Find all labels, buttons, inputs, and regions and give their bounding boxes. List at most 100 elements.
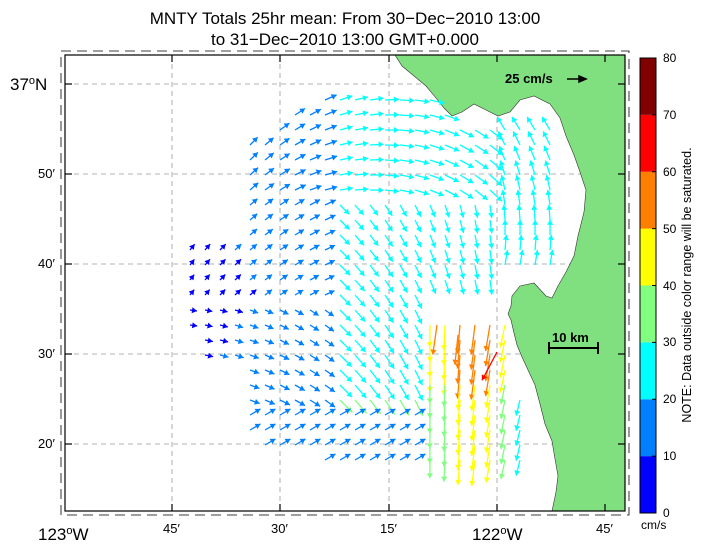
current-vector	[294, 169, 306, 176]
current-vector	[369, 111, 384, 117]
current-vector	[249, 338, 259, 345]
current-vector	[414, 264, 422, 279]
current-vector	[455, 459, 462, 486]
current-vector	[399, 264, 408, 278]
current-vector	[544, 174, 551, 191]
current-vector	[399, 438, 411, 446]
current-vector	[444, 144, 460, 152]
current-vector	[279, 408, 291, 416]
current-vector	[512, 131, 521, 146]
current-vector	[384, 234, 394, 247]
colorbar-tick-label: 20	[663, 392, 677, 407]
colorbar-segment	[640, 285, 656, 343]
current-vector	[354, 438, 366, 446]
current-vector	[474, 279, 480, 295]
lon-label-45-east: 45′	[596, 521, 613, 536]
current-vector	[264, 339, 275, 345]
current-vector	[444, 279, 451, 295]
current-vector	[264, 423, 276, 431]
current-vector	[429, 99, 445, 106]
current-vector	[369, 453, 381, 461]
current-vector	[499, 459, 506, 480]
current-vector	[339, 219, 350, 230]
current-vector	[279, 243, 289, 251]
current-vector	[414, 159, 430, 166]
current-vector	[531, 204, 538, 221]
current-vector	[399, 249, 408, 263]
current-vector	[219, 258, 226, 266]
current-vector	[294, 339, 305, 346]
current-vector	[399, 408, 411, 416]
current-vector	[369, 249, 380, 262]
current-vector	[264, 228, 274, 236]
current-vector	[294, 229, 305, 236]
current-vector	[339, 408, 351, 416]
current-vector	[444, 264, 451, 279]
current-vector	[483, 339, 491, 367]
current-vector	[294, 384, 306, 392]
current-vector	[219, 243, 227, 251]
current-vector	[429, 279, 437, 294]
plot-frame	[64, 54, 626, 512]
current-vector	[444, 189, 459, 198]
current-vector	[354, 384, 367, 399]
current-vector	[384, 188, 399, 194]
colorbar-tick-label: 10	[663, 449, 677, 464]
current-vector	[264, 152, 275, 161]
current-vector	[530, 189, 537, 206]
lat-label-40: 40′	[38, 256, 55, 271]
current-vector	[354, 369, 367, 384]
current-vector	[399, 97, 415, 104]
colorbar-tick-label: 60	[663, 164, 677, 179]
current-vector	[528, 145, 536, 161]
current-vector	[249, 399, 260, 405]
current-vector	[498, 339, 506, 363]
current-vector	[514, 399, 521, 416]
lat-label-20: 20′	[38, 436, 55, 451]
current-vector	[309, 408, 321, 416]
current-vector	[204, 289, 211, 296]
current-vector	[369, 369, 381, 384]
current-vector	[309, 438, 321, 446]
current-vector	[249, 308, 259, 315]
current-vector	[484, 429, 491, 453]
current-vector	[399, 309, 409, 324]
current-vector	[264, 137, 275, 146]
current-vector	[518, 249, 525, 266]
current-vector	[399, 354, 409, 370]
current-vector	[459, 204, 465, 218]
current-vector	[444, 204, 451, 218]
current-vector	[414, 309, 423, 325]
current-vector	[489, 159, 503, 171]
current-vector	[429, 174, 445, 182]
current-vector	[324, 290, 335, 296]
current-vector	[502, 234, 509, 251]
current-vector	[339, 324, 352, 337]
current-vector	[483, 324, 491, 352]
current-vector	[474, 144, 489, 155]
current-vector	[324, 109, 337, 116]
current-vector	[474, 174, 489, 186]
current-vector	[544, 160, 551, 176]
current-vector	[483, 369, 491, 397]
current-vector	[249, 198, 258, 206]
current-vector	[294, 369, 305, 376]
current-vector	[309, 169, 322, 176]
current-vector	[339, 94, 353, 101]
current-vector	[452, 334, 459, 365]
current-vector	[294, 123, 306, 131]
current-vector	[264, 369, 275, 375]
current-vector	[279, 399, 291, 406]
current-vector	[324, 154, 338, 161]
current-vector	[219, 337, 229, 344]
current-vector	[188, 289, 195, 296]
current-vector	[324, 259, 336, 266]
current-vector	[499, 384, 506, 405]
current-vector	[384, 369, 395, 385]
colorbar-tick-label: 30	[663, 335, 677, 350]
current-vector	[384, 249, 394, 263]
current-vector	[399, 339, 409, 355]
current-vector	[489, 189, 503, 202]
current-vector	[249, 228, 258, 236]
current-vector	[309, 369, 321, 377]
